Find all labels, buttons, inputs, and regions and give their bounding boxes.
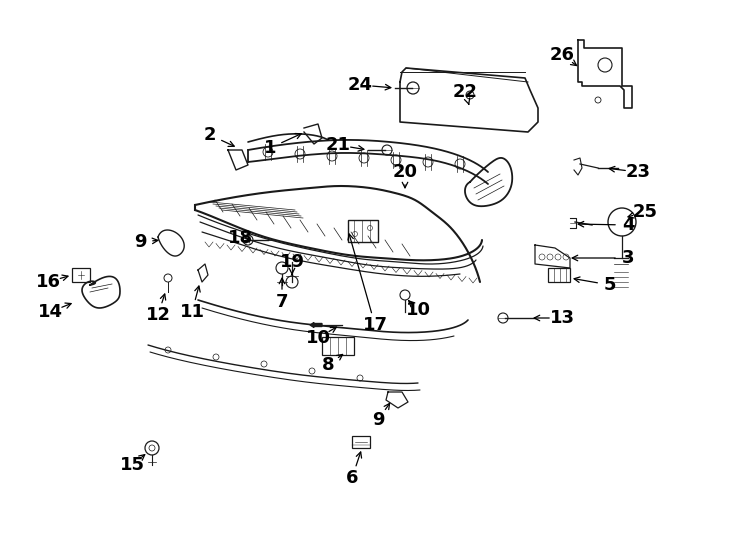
Text: 20: 20 bbox=[393, 163, 418, 181]
Text: 4: 4 bbox=[622, 216, 634, 234]
Bar bbox=[72, 268, 90, 282]
Text: 15: 15 bbox=[120, 456, 145, 474]
Text: 8: 8 bbox=[321, 356, 334, 374]
Bar bbox=[548, 268, 570, 282]
Text: 12: 12 bbox=[145, 306, 170, 324]
Text: 2: 2 bbox=[204, 126, 217, 144]
Text: 23: 23 bbox=[625, 163, 650, 181]
Text: 11: 11 bbox=[180, 303, 205, 321]
Text: 22: 22 bbox=[452, 83, 478, 101]
Text: 6: 6 bbox=[346, 469, 358, 487]
Bar bbox=[322, 337, 354, 355]
Text: 24: 24 bbox=[347, 76, 372, 94]
Text: 13: 13 bbox=[550, 309, 575, 327]
Bar bbox=[348, 220, 378, 242]
Text: 9: 9 bbox=[134, 233, 146, 251]
Text: 3: 3 bbox=[622, 249, 634, 267]
Text: 1: 1 bbox=[264, 139, 276, 157]
Text: 18: 18 bbox=[228, 229, 252, 247]
Text: 25: 25 bbox=[633, 203, 658, 221]
Text: 10: 10 bbox=[305, 329, 330, 347]
Text: 10: 10 bbox=[405, 301, 431, 319]
Text: 21: 21 bbox=[325, 136, 351, 154]
Text: 17: 17 bbox=[363, 316, 388, 334]
FancyArrow shape bbox=[310, 322, 322, 327]
Text: 19: 19 bbox=[280, 253, 305, 271]
Text: 7: 7 bbox=[276, 293, 288, 311]
Bar bbox=[352, 436, 370, 448]
Text: 5: 5 bbox=[604, 276, 617, 294]
Text: 14: 14 bbox=[37, 303, 62, 321]
Text: 26: 26 bbox=[550, 46, 575, 64]
Text: 16: 16 bbox=[35, 273, 60, 291]
Text: 9: 9 bbox=[371, 411, 385, 429]
